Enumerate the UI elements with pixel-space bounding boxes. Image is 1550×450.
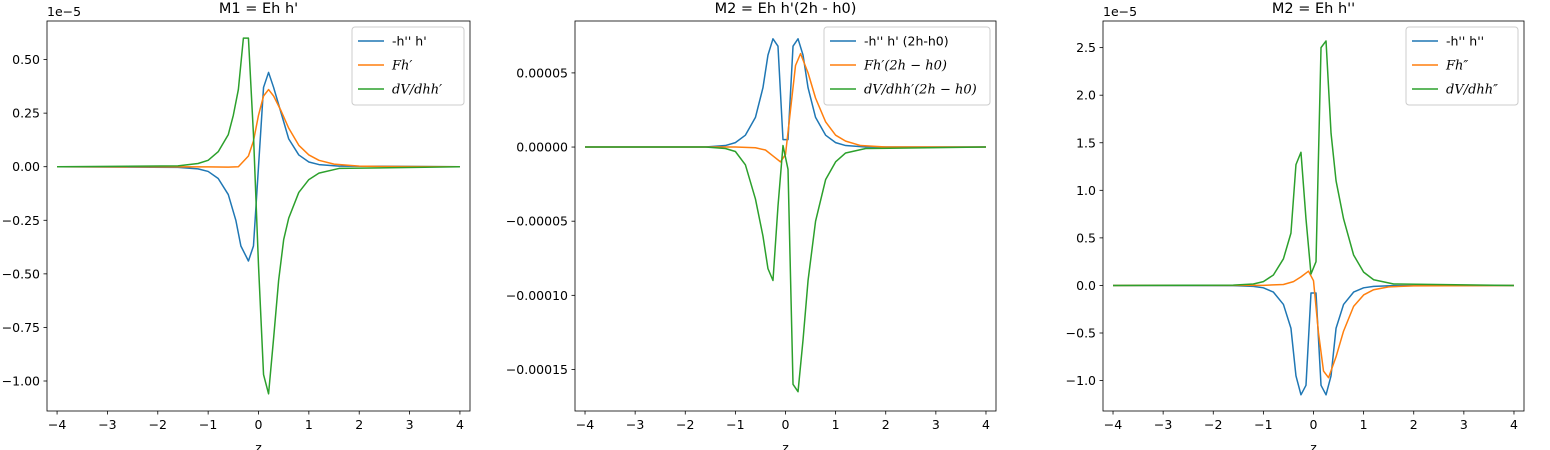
x-tick-label: −2 [1204,417,1222,432]
legend-box [351,26,465,106]
series-line-2 [57,88,460,168]
x-tick-label: 4 [982,417,990,432]
series-line-1 [57,71,460,262]
y-tick-label: 0.5 [1076,230,1096,245]
x-tick-label: 0 [1310,417,1318,432]
y-tick-label: 2.5 [1076,40,1096,55]
y-tick-label: 0.00000 [516,140,568,155]
series-line-3 [585,144,986,393]
y-tick-label: −0.75 [2,320,40,335]
series-line-2 [1113,270,1514,379]
legend-entry-label: dV/dhh″ [1446,83,1498,98]
legend-entry-label: dV/dhh′ [392,83,442,98]
x-tick-label: 1 [1360,417,1368,432]
y-tick-label: 2.0 [1076,88,1096,103]
x-tick-label: −4 [48,417,66,432]
x-tick-label: 4 [1510,417,1518,432]
x-axis-label: z [1310,440,1317,450]
y-tick-label: 0.00005 [516,65,568,80]
series-line-1 [585,38,986,148]
y-offset-label: 1e−5 [47,4,81,19]
x-tick-label: 1 [305,417,313,432]
x-tick-label: −1 [726,417,744,432]
chart-panel-1: −4 −3 −2 −1 0 1 2 3 4 −1.00 −0.75 −0.50 −0.25 0.00 0.2… [2,1,471,450]
legend-entry-label: Fh′(2h − h0) [863,59,947,74]
chart-panel-2: −4 −3 −2 −1 0 1 2 3 4 −0.00015 −0.00010 −0.00005 0.0… [506,1,997,450]
y-tick-label: −0.00015 [506,362,568,377]
x-tick-label: 3 [932,417,940,432]
legend: -h'' h'' Fh″ dV/dhh″ [1405,26,1519,106]
y-tick-label: 1.5 [1076,135,1096,150]
x-tick-label: 0 [782,417,790,432]
y-tick-label: −0.25 [2,213,40,228]
x-tick-label: −3 [98,417,116,432]
y-tick-label: −0.5 [1066,326,1096,341]
legend-entry-label: Fh′ [391,59,412,74]
series-line-3 [57,37,460,395]
chart-title: M2 = Eh h'(2h - h0) [715,1,857,17]
y-tick-label: −1.00 [2,374,40,389]
y-tick-label: −1.0 [1066,373,1096,388]
x-tick-label: 4 [456,417,464,432]
x-tick-label: −3 [1154,417,1172,432]
chart-panel-3: −4 −3 −2 −1 0 1 2 3 4 −1.0 −0.5 0.0 0.5 1.0 1.5 2.0 2.5 z… [1066,1,1525,450]
x-tick-label: −4 [576,417,594,432]
y-tick-label: 0.50 [12,52,40,67]
x-tick-label: −3 [626,417,644,432]
x-axis-label: z [782,440,789,450]
y-tick-label: 1.0 [1076,183,1096,198]
legend-entry-label: -h'' h' (2h-h0) [864,34,949,49]
y-tick-label: −0.50 [2,266,40,281]
legend-entry-label: dV/dhh′(2h − h0) [864,83,977,98]
series-line-2 [585,52,986,163]
legend: -h'' h' Fh′ dV/dhh′ [351,26,465,106]
x-tick-label: 0 [255,417,263,432]
series-line-1 [1113,284,1514,396]
series-line-3 [1113,40,1514,287]
chart-title: M2 = Eh h'' [1272,1,1355,17]
y-tick-label: −0.00005 [506,214,568,229]
x-tick-label: −2 [676,417,694,432]
x-tick-label: −1 [199,417,217,432]
y-tick-label: 0.0 [1076,278,1096,293]
legend-entry-label: Fh″ [1445,59,1468,74]
x-tick-label: 2 [882,417,890,432]
x-tick-label: −4 [1104,417,1122,432]
x-tick-label: 2 [355,417,363,432]
y-tick-label: 0.00 [12,159,40,174]
legend-entry-label: -h'' h'' [1446,34,1484,49]
x-tick-label: 2 [1410,417,1418,432]
x-tick-label: 1 [832,417,840,432]
y-tick-label: 0.25 [12,106,40,121]
x-axis-label: z [255,440,262,450]
x-tick-label: −2 [149,417,167,432]
x-tick-label: 3 [406,417,414,432]
x-tick-label: −1 [1254,417,1272,432]
legend-entry-label: -h'' h' [392,34,427,49]
legend-box [1405,26,1519,106]
legend: -h'' h' (2h-h0) Fh′(2h − h0) dV/dhh′(2h − … [823,26,991,106]
y-tick-label: −0.00010 [506,288,568,303]
y-offset-label: 1e−5 [1103,4,1137,19]
chart-title: M1 = Eh h' [219,1,298,17]
x-tick-label: 3 [1460,417,1468,432]
legend-box [823,26,991,106]
